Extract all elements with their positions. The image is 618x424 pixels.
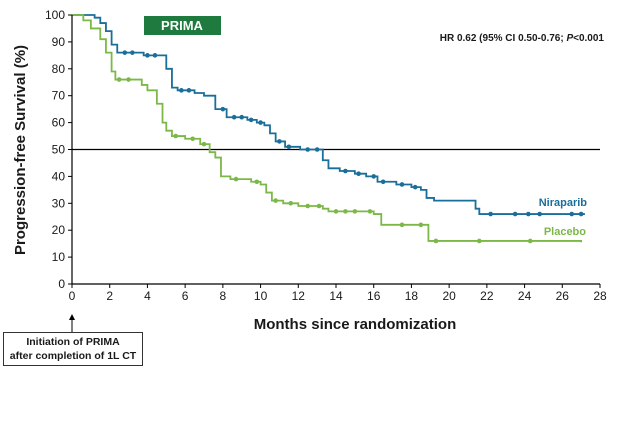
x-tick-label: 22 bbox=[480, 289, 494, 303]
censor-mark-niraparib bbox=[488, 211, 493, 217]
censor-mark-niraparib bbox=[186, 88, 192, 93]
x-tick-label: 10 bbox=[254, 289, 268, 303]
hr-p-italic: P bbox=[566, 33, 573, 44]
censor-mark-niraparib bbox=[220, 106, 226, 112]
y-axis-title: Progression-free Survival (%) bbox=[12, 45, 29, 255]
censor-mark-niraparib bbox=[578, 211, 584, 217]
censor-mark-placebo bbox=[333, 209, 339, 214]
prima-badge-label: PRIMA bbox=[161, 18, 204, 33]
censor-mark-niraparib bbox=[130, 50, 135, 55]
x-tick-label: 24 bbox=[518, 289, 532, 303]
censor-mark-placebo bbox=[254, 179, 260, 185]
censor-mark-placebo bbox=[343, 209, 348, 214]
x-tick-label: 20 bbox=[442, 289, 456, 303]
censor-mark-placebo bbox=[116, 77, 122, 82]
y-tick-label: 50 bbox=[52, 143, 66, 157]
hr-suffix: <0.001 bbox=[573, 33, 604, 44]
censor-mark-niraparib bbox=[145, 53, 150, 58]
plot-area: 0 2 4 6 8 10 12 14 16 18 20 22 24 26 28010203040506070… bbox=[45, 8, 607, 303]
censor-mark-niraparib bbox=[537, 211, 542, 217]
x-tick-label: 14 bbox=[329, 289, 343, 303]
x-tick-label: 12 bbox=[292, 289, 306, 303]
y-tick-label: 70 bbox=[52, 89, 66, 103]
censor-mark-niraparib bbox=[412, 184, 418, 190]
censor-mark-placebo bbox=[352, 209, 358, 214]
censor-mark-niraparib bbox=[286, 144, 292, 150]
prima-badge-bg bbox=[144, 16, 221, 35]
hazard-ratio-annotation: HR 0.62 (95% CI 0.50-0.76; P<0.001 bbox=[440, 33, 605, 44]
censor-mark-niraparib bbox=[371, 174, 377, 179]
prima-initiation-note: Initiation of PRIMA after completion of … bbox=[3, 332, 143, 366]
hr-prefix: HR 0.62 (95% CI 0.50-0.76; bbox=[440, 33, 567, 44]
note-line-2: after completion of 1L CT bbox=[9, 350, 137, 362]
start-arrow bbox=[69, 314, 75, 332]
x-tick-label: 2 bbox=[106, 289, 113, 303]
x-axis-title: Months since randomization bbox=[254, 316, 457, 333]
x-tick-label: 16 bbox=[367, 289, 381, 303]
start-arrow-head bbox=[69, 314, 75, 320]
y-tick-label: 90 bbox=[52, 35, 66, 49]
censor-mark-niraparib bbox=[231, 114, 237, 120]
x-tick-label: 26 bbox=[556, 289, 570, 303]
censor-mark-niraparib bbox=[356, 171, 361, 177]
series-layer bbox=[72, 14, 585, 244]
censor-mark-niraparib bbox=[512, 211, 518, 217]
x-tick-label: 4 bbox=[144, 289, 151, 303]
censor-mark-placebo bbox=[418, 222, 424, 228]
censor-mark-niraparib bbox=[526, 211, 531, 217]
series-line-placebo bbox=[72, 14, 583, 243]
x-tick-label: 18 bbox=[405, 289, 419, 303]
censor-mark-placebo bbox=[173, 133, 179, 139]
y-tick-label: 80 bbox=[52, 62, 66, 76]
censor-mark-niraparib bbox=[399, 182, 405, 187]
y-tick-label: 100 bbox=[45, 8, 65, 22]
censor-mark-niraparib bbox=[314, 147, 320, 152]
censor-mark-niraparib bbox=[380, 179, 386, 185]
censor-mark-placebo bbox=[126, 77, 131, 82]
censor-mark-placebo bbox=[190, 136, 195, 142]
note-line-1: Initiation of PRIMA bbox=[26, 336, 120, 348]
censor-mark-niraparib bbox=[239, 114, 245, 120]
prima-badge: PRIMA bbox=[144, 16, 221, 35]
censor-mark-niraparib bbox=[122, 50, 128, 55]
series-label-placebo: Placebo bbox=[544, 226, 586, 238]
censor-mark-placebo bbox=[273, 198, 278, 203]
censor-mark-niraparib bbox=[248, 117, 254, 123]
censor-mark-niraparib bbox=[152, 53, 158, 58]
censor-mark-placebo bbox=[477, 238, 482, 244]
censor-mark-placebo bbox=[433, 238, 439, 244]
censor-mark-niraparib bbox=[277, 139, 282, 144]
censor-mark-placebo bbox=[367, 209, 373, 214]
x-tick-label: 8 bbox=[220, 289, 227, 303]
censor-mark-niraparib bbox=[569, 211, 575, 217]
censor-mark-placebo bbox=[288, 201, 294, 206]
censor-mark-niraparib bbox=[343, 168, 348, 174]
ticks-layer: 0 2 4 6 8 10 12 14 16 18 20 22 24 26 28010203040506070… bbox=[45, 8, 607, 303]
y-tick-label: 60 bbox=[52, 116, 66, 130]
censor-mark-placebo bbox=[399, 222, 405, 228]
y-tick-label: 20 bbox=[52, 223, 66, 237]
y-tick-label: 0 bbox=[58, 277, 65, 291]
censor-mark-placebo bbox=[233, 176, 239, 182]
series-label-niraparib: Niraparib bbox=[539, 197, 588, 209]
censor-mark-placebo bbox=[201, 141, 207, 147]
x-tick-label: 6 bbox=[182, 289, 189, 303]
series-line-niraparib bbox=[72, 14, 585, 215]
x-tick-label: 0 bbox=[69, 289, 76, 303]
x-tick-label: 28 bbox=[593, 289, 607, 303]
censor-mark-niraparib bbox=[179, 88, 184, 93]
censor-mark-placebo bbox=[527, 238, 533, 244]
censor-mark-niraparib bbox=[305, 147, 311, 152]
censor-mark-placebo bbox=[305, 203, 311, 209]
y-tick-label: 30 bbox=[52, 196, 66, 210]
y-tick-label: 40 bbox=[52, 169, 66, 183]
censor-mark-niraparib bbox=[258, 120, 263, 125]
censor-mark-placebo bbox=[316, 203, 322, 209]
y-tick-label: 10 bbox=[52, 250, 66, 264]
